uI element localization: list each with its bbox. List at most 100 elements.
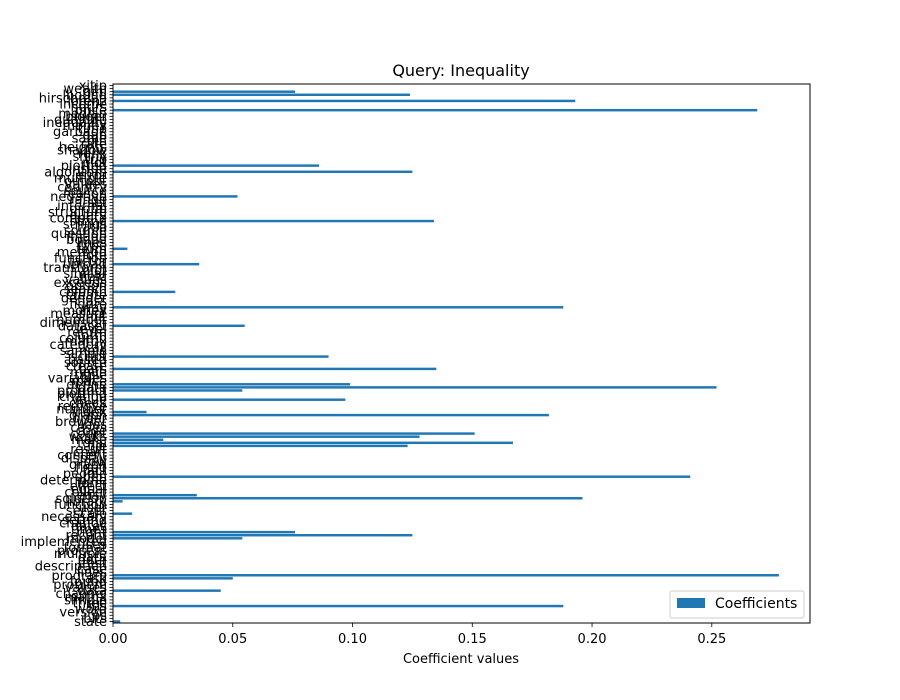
y-tick-label: source	[64, 184, 107, 199]
y-tick-label: ids	[88, 600, 107, 615]
y-tick-label: path	[77, 553, 107, 568]
y-tick-label: trip	[85, 153, 107, 168]
y-tick-label: setting	[62, 513, 107, 528]
y-tick-label: multiple	[54, 547, 107, 562]
bar	[113, 367, 437, 371]
x-tick-label: 0.15	[458, 632, 487, 647]
bar	[113, 435, 420, 438]
y-tick-label: word	[75, 603, 107, 618]
y-tick-label: median	[58, 107, 107, 122]
bar	[113, 574, 779, 577]
y-tick-label: table	[74, 369, 107, 384]
y-tick-label: matrix	[65, 590, 108, 605]
y-tick-label: remove	[58, 399, 107, 414]
y-tick-label: number	[56, 402, 107, 417]
y-tick-labels: statebitspsversionwordidsthreesimplematr…	[21, 79, 113, 630]
y-tick-label: change	[59, 516, 107, 531]
y-tick-label: count	[70, 427, 107, 442]
x-axis-ticks: 0.00 0.05 0.10 0.15 0.20 0.25	[99, 623, 726, 647]
y-tick-label: data	[78, 550, 107, 565]
y-tick-label: form	[77, 476, 107, 491]
y-tick-label: based	[68, 353, 107, 368]
y-tick-label: money	[62, 304, 107, 319]
x-tick-label: 0.05	[218, 632, 247, 647]
y-tick-label: source	[64, 224, 107, 239]
y-tick-label: plotting	[57, 387, 107, 402]
y-tick-label: gender	[61, 292, 108, 307]
y-tick-label: lbound	[62, 88, 107, 103]
y-tick-label: ps	[92, 609, 107, 624]
y-tick-label: collect	[64, 486, 107, 501]
bar	[113, 512, 133, 515]
y-tick-label: data	[78, 381, 107, 396]
y-tick-label: output	[64, 175, 107, 190]
y-tick-label: reason	[63, 187, 107, 202]
y-tick-label: result	[70, 442, 107, 457]
bar	[113, 398, 346, 401]
legend: Coefficients	[669, 590, 805, 619]
y-tick-label: file	[87, 439, 107, 454]
y-tick-label: solution	[56, 492, 107, 507]
y-tick-label: uses	[77, 538, 107, 553]
y-tick-label: values	[65, 581, 108, 596]
bar	[113, 219, 434, 223]
y-tick-label: bits	[83, 612, 107, 627]
y-tick-label: quantile	[54, 113, 107, 128]
bar	[113, 530, 296, 534]
bar	[113, 247, 128, 251]
y-tick-label: option	[66, 279, 107, 294]
y-tick-label: content	[57, 449, 107, 464]
y-tick-label: effect	[70, 479, 107, 494]
y-tick-label: inequality	[43, 116, 108, 131]
y-tick-label: matrix	[65, 335, 108, 350]
y-tick-label: column	[59, 285, 107, 300]
y-tick-label: way	[81, 301, 108, 316]
y-tick-label: number	[56, 313, 107, 328]
bar	[113, 413, 549, 417]
bar	[113, 386, 717, 389]
bar	[113, 604, 564, 608]
y-tick-label: implemented	[21, 535, 107, 550]
y-tick-label: bin	[87, 134, 107, 149]
y-tick-label: algorithm	[44, 165, 107, 180]
legend-box	[669, 590, 805, 619]
y-tick-label: figure	[69, 298, 107, 313]
bar	[113, 383, 351, 386]
y-tick-label: index	[71, 406, 107, 421]
y-tick-label: negative	[50, 190, 107, 205]
y-tick-label: dataset	[58, 319, 107, 334]
bar	[113, 533, 413, 537]
y-tick-label: library	[65, 495, 107, 510]
bar	[113, 410, 147, 414]
y-tick-label: process	[57, 544, 107, 559]
y-tick-label: display	[61, 452, 107, 467]
bar	[113, 195, 238, 198]
y-tick-label: xitip	[79, 79, 107, 94]
y-tick-label: model	[67, 532, 107, 547]
plot-frame	[112, 83, 811, 624]
y-tick-label: data	[78, 584, 107, 599]
y-tick-label: channel	[56, 587, 107, 602]
y-tick-label: server	[66, 504, 108, 519]
y-tick-label: create	[66, 359, 107, 374]
bar	[113, 170, 413, 174]
y-tick-label: determine	[40, 473, 107, 488]
y-tick-label: simple	[64, 593, 107, 608]
bar	[113, 577, 233, 580]
y-tick-label: garbage	[53, 125, 107, 140]
y-tick-label: format	[64, 541, 107, 556]
y-tick-label: hours	[70, 101, 107, 116]
bar	[113, 99, 576, 103]
y-tick-label: range	[69, 193, 107, 208]
y-tick-label: money	[62, 119, 107, 134]
y-tick-label: function	[54, 252, 107, 267]
bar	[113, 475, 691, 478]
y-tick-label: space	[69, 375, 107, 390]
bar	[113, 432, 475, 435]
y-tick-label: call	[85, 341, 107, 356]
y-tick-label: values	[65, 178, 108, 193]
bar	[113, 306, 564, 309]
y-tick-label: return	[67, 325, 107, 340]
y-tick-label: plot	[82, 156, 107, 171]
